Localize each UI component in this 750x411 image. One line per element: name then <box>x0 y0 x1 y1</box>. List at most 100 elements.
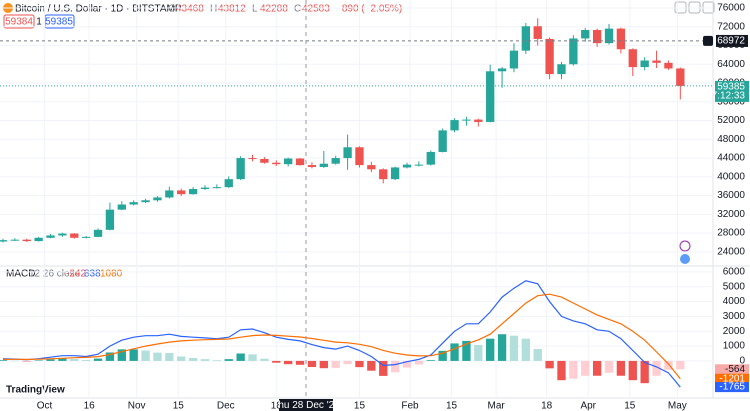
x-tick-label: Dec <box>217 401 235 411</box>
last-price-bg <box>715 80 749 102</box>
x-tick-label: Feb <box>401 401 419 411</box>
histogram-bar <box>509 335 519 361</box>
histogram-bar <box>284 360 293 365</box>
countdown: 17:12:33 <box>706 91 745 102</box>
y-tick-label: 72000 <box>717 21 745 32</box>
macd-tick-label: 1000 <box>723 341 746 352</box>
histogram-bar <box>272 360 281 363</box>
histogram-bar <box>474 344 483 361</box>
histogram-bar <box>664 360 673 370</box>
histogram-bar <box>640 360 649 384</box>
x-tick-label: 15 <box>354 401 366 411</box>
candle-body <box>604 28 614 44</box>
histogram-bar <box>557 360 566 381</box>
histogram-bar <box>533 349 542 361</box>
candle-body <box>355 147 364 166</box>
histogram-bar <box>248 354 257 361</box>
readout-label: L <box>252 4 258 15</box>
x-tick-label: May <box>668 401 687 411</box>
candle-body <box>521 26 530 51</box>
histogram-bar <box>521 338 530 361</box>
candle-body <box>105 209 115 230</box>
bid-box <box>3 14 35 29</box>
x-tick-label: Apr <box>580 401 596 411</box>
y-tick-label: 76000 <box>717 3 745 14</box>
histogram-bar <box>414 360 424 365</box>
readout-value: 43468 <box>176 4 204 15</box>
macd-readout: 838 <box>84 269 101 280</box>
histogram-bar <box>93 358 103 361</box>
histogram-bar <box>438 350 447 361</box>
histogram-bar <box>402 360 412 368</box>
event-icon[interactable] <box>679 240 691 252</box>
candle-body <box>295 158 305 166</box>
y-tick-label: 56000 <box>717 96 745 107</box>
candle-body <box>153 197 162 201</box>
macd-tick-label: 0 <box>739 356 745 367</box>
histogram-bar <box>367 360 376 371</box>
y-tick-label: 52000 <box>717 115 745 126</box>
macd-last-bg <box>715 382 749 393</box>
candle-body <box>141 200 150 203</box>
macd-params: 12 26 close <box>29 269 81 280</box>
histogram-bar <box>236 353 245 361</box>
alert-icon <box>703 35 713 46</box>
y-tick-label: 36000 <box>717 190 745 201</box>
candle-body <box>10 239 20 241</box>
histogram-bar <box>22 360 31 362</box>
histogram-bar <box>70 358 79 361</box>
candle-body <box>58 233 67 236</box>
event-icon[interactable] <box>680 254 690 264</box>
candle-body <box>343 147 352 159</box>
candle-body <box>426 151 435 165</box>
readout-label: H <box>210 4 217 15</box>
candle-body <box>640 60 649 68</box>
macd-tick-label: 6000 <box>723 267 746 278</box>
histogram-bar <box>0 360 8 361</box>
candle-body <box>212 187 222 189</box>
signal-line <box>2 293 681 380</box>
candle-body <box>34 237 43 242</box>
candle-body <box>177 190 186 195</box>
y-tick-label: 32000 <box>717 209 745 220</box>
histogram-bar <box>628 360 637 381</box>
histogram-bar <box>379 360 388 376</box>
y-tick-label: 44000 <box>717 153 745 164</box>
histogram-bar <box>141 350 150 361</box>
brand: TradingView <box>6 385 65 396</box>
histogram-bar <box>604 360 614 373</box>
candle-body <box>628 49 637 68</box>
candle-body <box>438 130 447 152</box>
histogram-bar <box>497 334 507 361</box>
candle-body <box>533 26 542 39</box>
candle-body <box>0 240 8 242</box>
macd-last-bg <box>715 364 749 375</box>
y-tick-label: 48000 <box>717 134 745 145</box>
candle-body <box>616 28 626 50</box>
crosshair-label-bg <box>278 399 333 411</box>
readout-label: O <box>168 4 176 15</box>
y-tick-label: 64000 <box>717 59 745 70</box>
histogram-bar <box>129 349 138 361</box>
candle-body <box>284 158 293 165</box>
x-tick-label: 15 <box>446 401 458 411</box>
candle-body <box>676 68 685 86</box>
x-tick-label: 16 <box>84 401 96 411</box>
candle-body <box>272 162 281 165</box>
histogram-bar <box>545 360 554 369</box>
histogram-bar <box>260 358 269 361</box>
histogram-bar <box>390 360 400 373</box>
candle-body <box>569 38 578 65</box>
macd-last-bg <box>715 373 749 384</box>
y-tick-label: 24000 <box>717 247 745 258</box>
macd-line <box>2 280 681 388</box>
readout-value: 43812 <box>218 4 246 15</box>
candle-body <box>236 158 245 180</box>
histogram-bar <box>34 360 43 361</box>
candle-body <box>545 38 554 75</box>
candle-body <box>129 202 138 205</box>
histogram-bar <box>486 338 495 361</box>
last-price-label: 59385 <box>717 82 745 93</box>
candle-body <box>592 30 602 44</box>
